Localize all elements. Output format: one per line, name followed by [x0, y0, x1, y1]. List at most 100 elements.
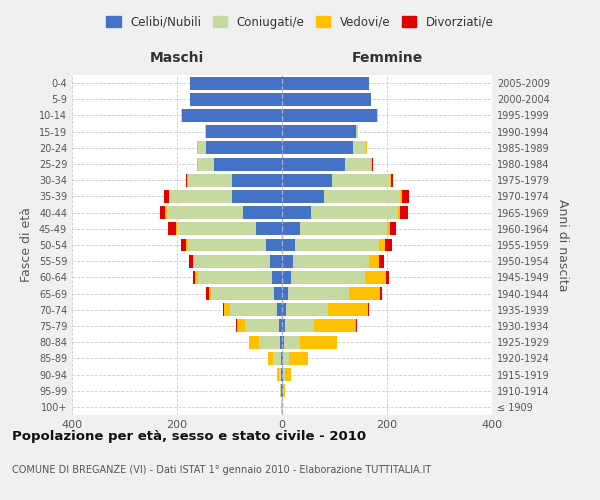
Bar — [282, 352, 283, 365]
Bar — [379, 254, 385, 268]
Bar — [271, 271, 282, 284]
Bar — [193, 271, 196, 284]
Bar — [282, 93, 371, 106]
Bar — [236, 320, 238, 332]
Bar — [198, 142, 206, 154]
Bar — [311, 206, 398, 219]
Bar — [283, 352, 289, 365]
Y-axis label: Anni di nascita: Anni di nascita — [556, 198, 569, 291]
Bar — [365, 271, 386, 284]
Bar — [282, 125, 355, 138]
Bar — [232, 190, 282, 203]
Bar — [283, 368, 285, 381]
Bar — [279, 368, 281, 381]
Bar — [282, 190, 324, 203]
Bar — [177, 222, 256, 235]
Bar — [189, 254, 193, 268]
Bar — [282, 254, 293, 268]
Bar — [206, 125, 282, 138]
Bar — [229, 304, 277, 316]
Bar — [324, 190, 400, 203]
Bar — [256, 222, 282, 235]
Bar — [277, 368, 279, 381]
Bar — [206, 287, 209, 300]
Bar — [402, 190, 409, 203]
Bar — [193, 254, 194, 268]
Bar — [372, 158, 373, 170]
Bar — [223, 304, 224, 316]
Bar — [386, 271, 389, 284]
Bar — [280, 384, 281, 397]
Bar — [368, 304, 369, 316]
Bar — [211, 287, 274, 300]
Bar — [271, 254, 282, 268]
Bar — [398, 206, 400, 219]
Bar — [380, 287, 382, 300]
Bar — [389, 222, 396, 235]
Bar — [205, 125, 206, 138]
Bar — [300, 336, 337, 348]
Y-axis label: Fasce di età: Fasce di età — [20, 208, 33, 282]
Bar — [301, 222, 387, 235]
Bar — [389, 174, 391, 186]
Bar — [274, 287, 282, 300]
Bar — [224, 304, 229, 316]
Bar — [167, 206, 242, 219]
Legend: Celibi/Nubili, Coniugati/e, Vedovi/e, Divorziati/e: Celibi/Nubili, Coniugati/e, Vedovi/e, Di… — [101, 11, 499, 34]
Text: Popolazione per età, sesso e stato civile - 2010: Popolazione per età, sesso e stato civil… — [12, 430, 366, 443]
Bar — [282, 222, 301, 235]
Bar — [242, 206, 282, 219]
Bar — [355, 125, 358, 138]
Bar — [196, 271, 198, 284]
Bar — [160, 206, 166, 219]
Bar — [400, 190, 402, 203]
Bar — [355, 320, 356, 332]
Bar — [164, 190, 169, 203]
Bar — [266, 238, 282, 252]
Bar — [345, 158, 371, 170]
Bar — [400, 206, 408, 219]
Bar — [198, 158, 214, 170]
Bar — [282, 109, 377, 122]
Bar — [280, 336, 282, 348]
Text: Maschi: Maschi — [150, 51, 204, 65]
Bar — [289, 287, 349, 300]
Bar — [332, 174, 389, 186]
Bar — [282, 304, 286, 316]
Bar — [371, 158, 372, 170]
Bar — [284, 320, 314, 332]
Bar — [238, 320, 245, 332]
Bar — [281, 352, 282, 365]
Text: COMUNE DI BREGANZE (VI) - Dati ISTAT 1° gennaio 2010 - Elaborazione TUTTITALIA.I: COMUNE DI BREGANZE (VI) - Dati ISTAT 1° … — [12, 465, 431, 475]
Bar — [187, 174, 232, 186]
Bar — [214, 158, 282, 170]
Bar — [277, 304, 282, 316]
Bar — [285, 368, 292, 381]
Bar — [391, 174, 394, 186]
Bar — [190, 76, 282, 90]
Bar — [176, 222, 177, 235]
Bar — [209, 287, 211, 300]
Bar — [273, 352, 281, 365]
Bar — [206, 142, 282, 154]
Bar — [186, 174, 187, 186]
Bar — [289, 352, 308, 365]
Bar — [259, 336, 280, 348]
Bar — [280, 320, 282, 332]
Bar — [282, 336, 284, 348]
Bar — [168, 222, 176, 235]
Bar — [190, 93, 282, 106]
Bar — [282, 174, 332, 186]
Bar — [268, 352, 273, 365]
Bar — [349, 287, 380, 300]
Bar — [282, 320, 284, 332]
Bar — [385, 238, 392, 252]
Bar — [187, 238, 266, 252]
Bar — [198, 271, 271, 284]
Bar — [314, 320, 355, 332]
Bar — [181, 109, 182, 122]
Bar — [295, 238, 379, 252]
Bar — [284, 336, 300, 348]
Bar — [182, 109, 282, 122]
Bar — [368, 254, 379, 268]
